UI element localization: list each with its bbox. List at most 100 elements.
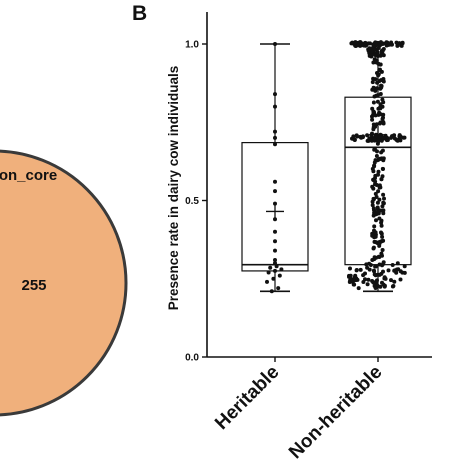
data-point <box>381 47 386 51</box>
data-point <box>381 282 386 287</box>
data-point <box>377 79 382 84</box>
data-point <box>353 40 358 45</box>
venn-count: 255 <box>21 277 46 294</box>
chart-axes: 0.0 0.5 1.0 <box>185 12 432 364</box>
data-point <box>370 199 375 204</box>
data-point <box>377 68 382 73</box>
data-point <box>381 192 386 197</box>
data-point <box>351 134 356 139</box>
data-point <box>379 177 384 182</box>
data-point <box>372 272 377 277</box>
data-point <box>370 80 375 85</box>
data-point <box>273 129 277 134</box>
data-point <box>370 203 375 208</box>
data-point <box>273 189 277 194</box>
data-point <box>377 262 382 267</box>
data-point <box>365 282 370 287</box>
data-point <box>350 40 355 45</box>
data-point <box>380 117 385 121</box>
data-point <box>374 60 379 65</box>
data-point <box>377 241 382 246</box>
data-point <box>391 284 396 288</box>
data-point <box>366 41 371 46</box>
data-point <box>382 196 386 201</box>
data-point <box>273 142 277 147</box>
data-point <box>370 184 375 189</box>
data-point <box>373 240 378 245</box>
data-point <box>376 46 381 50</box>
data-point <box>364 262 369 267</box>
data-point <box>352 137 357 142</box>
data-point <box>380 248 385 252</box>
data-point <box>389 135 393 140</box>
data-point <box>378 105 383 110</box>
data-point <box>370 258 375 262</box>
x-tick-labels: Heritable Non-heritable <box>211 362 386 463</box>
data-point <box>373 53 378 58</box>
data-point <box>372 255 377 260</box>
data-point <box>381 100 386 105</box>
data-point <box>373 77 378 82</box>
venn-panel: Non_core 255 <box>0 149 128 417</box>
data-point <box>370 233 375 238</box>
data-point <box>273 261 277 266</box>
data-point <box>381 120 386 125</box>
data-point <box>402 270 407 275</box>
data-point <box>384 43 389 48</box>
data-point <box>382 275 387 280</box>
data-point <box>277 273 282 278</box>
data-point <box>381 201 386 206</box>
data-point <box>271 276 276 281</box>
data-point <box>392 268 397 273</box>
data-point <box>273 104 277 109</box>
data-point <box>381 260 386 265</box>
data-point <box>373 191 378 196</box>
data-point <box>374 154 379 158</box>
data-point <box>372 147 377 152</box>
data-point <box>375 86 379 91</box>
box-heritable <box>241 42 309 294</box>
data-point <box>273 248 277 253</box>
data-point <box>380 148 385 153</box>
data-point <box>358 267 363 272</box>
data-point <box>376 208 381 213</box>
data-point <box>365 133 370 138</box>
data-point <box>371 60 376 65</box>
data-point <box>379 223 384 228</box>
data-point <box>380 234 385 239</box>
data-point <box>273 42 277 46</box>
data-point <box>273 239 277 244</box>
data-point <box>376 73 381 78</box>
x-tick-label-heritable: Heritable <box>211 362 283 434</box>
data-point <box>370 114 374 119</box>
data-point <box>373 179 378 184</box>
data-point <box>358 40 363 45</box>
data-point <box>374 183 379 187</box>
data-point <box>273 229 277 234</box>
venn-label-noncore: Non_core <box>0 167 57 184</box>
data-point <box>392 279 397 284</box>
data-point <box>360 135 365 140</box>
data-point <box>395 138 400 143</box>
data-point <box>371 125 376 130</box>
data-point <box>266 270 271 275</box>
data-point <box>379 220 384 225</box>
data-point <box>276 286 281 291</box>
data-point <box>373 264 378 269</box>
data-point <box>370 117 375 122</box>
data-point <box>379 156 384 161</box>
data-point <box>367 267 372 272</box>
venn-circle-noncore <box>0 149 128 417</box>
data-point <box>268 265 273 270</box>
data-point <box>273 179 277 184</box>
y-axis-title: Presence rate in dairy cow individuals <box>166 66 181 311</box>
data-point <box>397 133 402 138</box>
data-point <box>269 289 274 294</box>
data-point <box>377 197 382 202</box>
y-tick-label: 0.0 <box>185 353 199 364</box>
boxplot-series <box>241 40 412 294</box>
data-point <box>353 274 357 279</box>
data-point <box>356 286 361 291</box>
data-point <box>371 246 376 251</box>
data-point <box>367 137 372 142</box>
